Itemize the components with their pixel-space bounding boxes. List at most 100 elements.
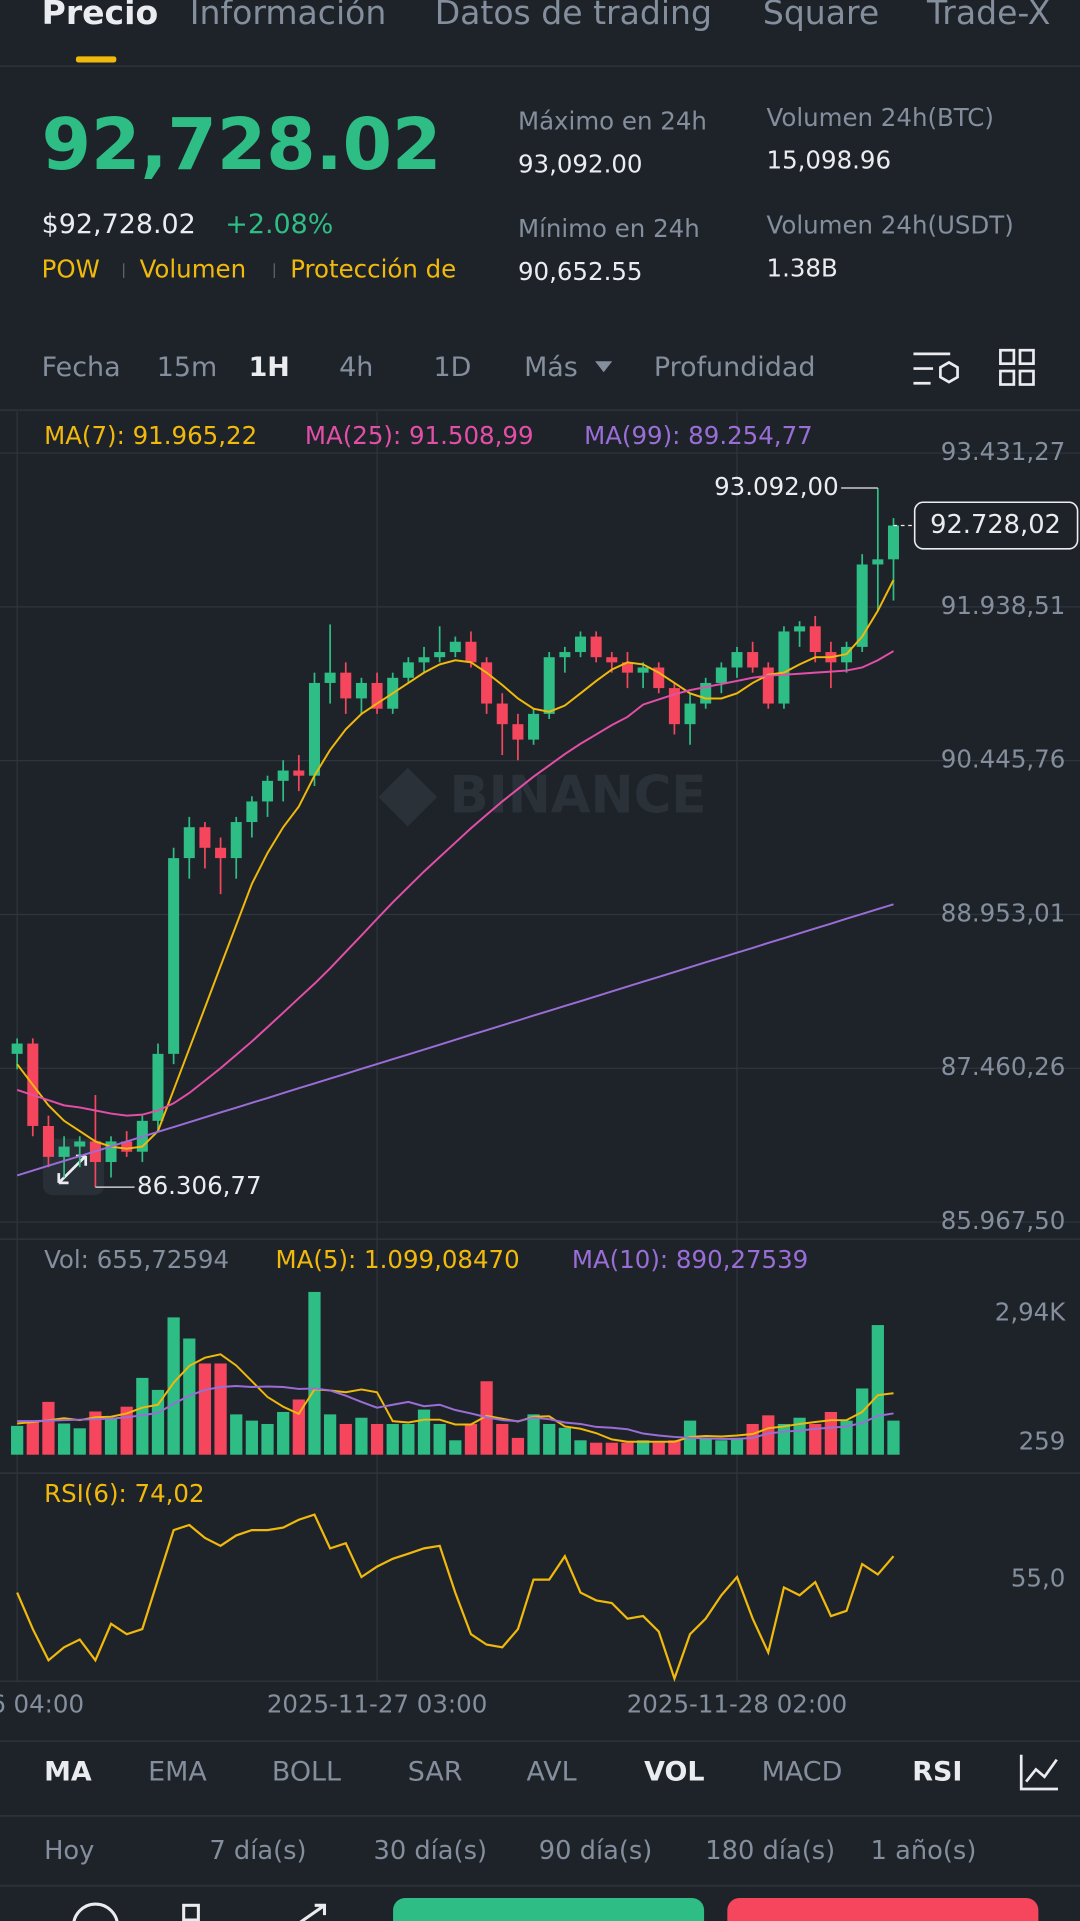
- interval[interactable]: Fecha: [42, 352, 121, 383]
- indicator-settings-icon[interactable]: [1019, 1754, 1058, 1791]
- candle-body: [778, 631, 790, 704]
- indicator-tab[interactable]: BOLL: [272, 1757, 341, 1788]
- layout-icon[interactable]: [999, 348, 1035, 386]
- volume-bar: [840, 1420, 853, 1455]
- volume-tick-label: 2,94K: [995, 1298, 1066, 1327]
- volume-bar: [605, 1442, 618, 1455]
- chart-settings-icon[interactable]: [913, 352, 959, 385]
- volume-bar: [417, 1409, 431, 1455]
- candle-body: [434, 652, 446, 658]
- volume-bar: [26, 1421, 39, 1455]
- candle-body: [715, 667, 727, 683]
- volume-bar: [57, 1423, 71, 1455]
- interval[interactable]: 15m: [157, 352, 217, 383]
- volume-legend: Vol: 655,72594: [44, 1245, 229, 1274]
- buy-button[interactable]: [393, 1897, 705, 1921]
- ma-legend: MA(99): 89.254,77: [584, 421, 813, 450]
- price-usd: $92,728.02: [42, 209, 196, 240]
- volume-bar: [449, 1440, 462, 1455]
- last-price-label: 92.728,02: [930, 510, 1061, 540]
- candle-body: [230, 822, 242, 859]
- indicator-tab[interactable]: SAR: [408, 1757, 463, 1788]
- candle-body: [543, 657, 555, 714]
- interval[interactable]: 1D: [433, 352, 471, 383]
- volume-bar: [167, 1317, 180, 1455]
- volume-bar: [636, 1440, 650, 1455]
- volume-bar: [73, 1428, 86, 1455]
- tab[interactable]: Información: [190, 0, 387, 32]
- tab[interactable]: Datos de trading: [435, 0, 712, 32]
- candle-body: [152, 1053, 164, 1121]
- stat-label: Mínimo en 24h: [518, 214, 700, 243]
- range-option[interactable]: 7 día(s): [209, 1836, 306, 1866]
- indicator-tab[interactable]: AVL: [527, 1757, 577, 1788]
- indicator-tab[interactable]: MA: [44, 1757, 92, 1788]
- candle-body: [684, 703, 696, 725]
- interval[interactable]: Profundidad: [654, 352, 816, 383]
- candle-body: [418, 657, 430, 663]
- volume-bar: [558, 1427, 571, 1455]
- candle-body: [293, 770, 305, 776]
- candle-body: [747, 652, 759, 668]
- candle-body: [856, 564, 868, 647]
- tag[interactable]: Volumen: [140, 255, 247, 284]
- candle-body: [794, 626, 806, 632]
- stat-value: 15,098.96: [767, 146, 892, 175]
- interval[interactable]: Más: [524, 352, 578, 383]
- interval[interactable]: 1H: [249, 352, 290, 383]
- candle-body: [246, 801, 258, 823]
- candle-body: [183, 827, 195, 859]
- candle-body: [449, 641, 461, 653]
- bottom-bar: [72, 1897, 1039, 1921]
- volume-bar: [104, 1418, 118, 1455]
- tab[interactable]: Square: [763, 0, 879, 32]
- price-change: +2.08%: [225, 209, 333, 240]
- volume-bar: [339, 1423, 352, 1455]
- range-option[interactable]: Hoy: [44, 1836, 94, 1866]
- candle-body: [872, 559, 884, 565]
- volume-bar: [308, 1291, 321, 1455]
- rsi-legend: RSI(6): 74,02: [44, 1479, 204, 1508]
- rsi-line: [16, 1513, 895, 1682]
- candle-body: [809, 626, 821, 653]
- interval[interactable]: 4h: [339, 352, 373, 383]
- y-tick-label: 85.967,50: [941, 1206, 1066, 1235]
- volume-bar: [574, 1440, 587, 1455]
- indicator-tab[interactable]: EMA: [148, 1757, 207, 1788]
- candle-body: [168, 858, 180, 1054]
- volume-bar: [668, 1440, 681, 1455]
- volume-bar: [198, 1363, 212, 1455]
- y-tick-label: 93.431,27: [941, 437, 1066, 466]
- candle-body: [606, 657, 618, 663]
- volume-bar: [715, 1440, 728, 1455]
- range-option[interactable]: 180 día(s): [705, 1836, 835, 1866]
- volume-bar: [746, 1423, 759, 1455]
- candle-body: [355, 682, 367, 699]
- rsi-tick-label: 55,0: [1011, 1564, 1065, 1593]
- tag[interactable]: POW: [42, 255, 100, 284]
- low-label: 86.306,77: [137, 1171, 262, 1200]
- volume-bar: [433, 1423, 446, 1455]
- ma-line: [16, 903, 894, 1177]
- range-option[interactable]: 30 día(s): [373, 1836, 487, 1866]
- indicator-tab[interactable]: MACD: [762, 1757, 843, 1788]
- volume-bar: [699, 1437, 712, 1455]
- candle-body: [402, 662, 414, 678]
- candle-body: [262, 780, 274, 802]
- tag[interactable]: Protección de: [290, 255, 456, 284]
- candle-body: [559, 652, 571, 658]
- candle-body: [308, 682, 320, 776]
- indicator-tab[interactable]: RSI: [912, 1757, 962, 1788]
- indicator-tab[interactable]: VOL: [644, 1757, 704, 1788]
- volume-bar: [386, 1423, 399, 1455]
- tab[interactable]: Precio: [42, 0, 159, 32]
- watermark: BINANCE: [449, 765, 706, 825]
- candle-body: [465, 641, 477, 663]
- range-option[interactable]: 90 día(s): [539, 1836, 653, 1866]
- candle-body: [11, 1043, 23, 1054]
- range-option[interactable]: 1 año(s): [871, 1836, 977, 1866]
- candle-body: [277, 770, 289, 781]
- last-price-box: [913, 501, 1079, 550]
- sell-button[interactable]: [727, 1897, 1039, 1921]
- tab[interactable]: Trade-X: [926, 0, 1050, 32]
